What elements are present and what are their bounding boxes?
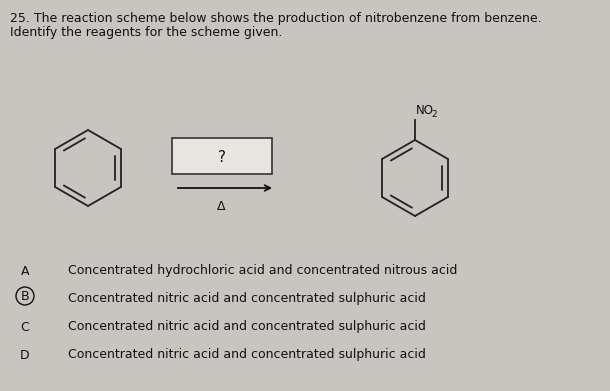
Text: Concentrated nitric acid and concentrated sulphuric acid: Concentrated nitric acid and concentrate… bbox=[68, 320, 426, 333]
Text: A: A bbox=[21, 265, 29, 278]
Bar bbox=[172, 138, 272, 174]
Text: Δ: Δ bbox=[217, 200, 225, 213]
Text: C: C bbox=[21, 321, 29, 334]
Text: NO: NO bbox=[416, 104, 434, 117]
Text: 2: 2 bbox=[431, 110, 437, 119]
Text: Concentrated nitric acid and concentrated sulphuric acid: Concentrated nitric acid and concentrate… bbox=[68, 348, 426, 361]
Text: ?: ? bbox=[218, 149, 226, 165]
Text: 25. The reaction scheme below shows the production of nitrobenzene from benzene.: 25. The reaction scheme below shows the … bbox=[10, 12, 542, 25]
Text: D: D bbox=[20, 349, 30, 362]
Text: B: B bbox=[21, 289, 29, 303]
Text: Concentrated hydrochloric acid and concentrated nitrous acid: Concentrated hydrochloric acid and conce… bbox=[68, 264, 458, 277]
Text: Concentrated nitric acid and concentrated sulphuric acid: Concentrated nitric acid and concentrate… bbox=[68, 292, 426, 305]
Text: Identify the reagents for the scheme given.: Identify the reagents for the scheme giv… bbox=[10, 26, 282, 39]
